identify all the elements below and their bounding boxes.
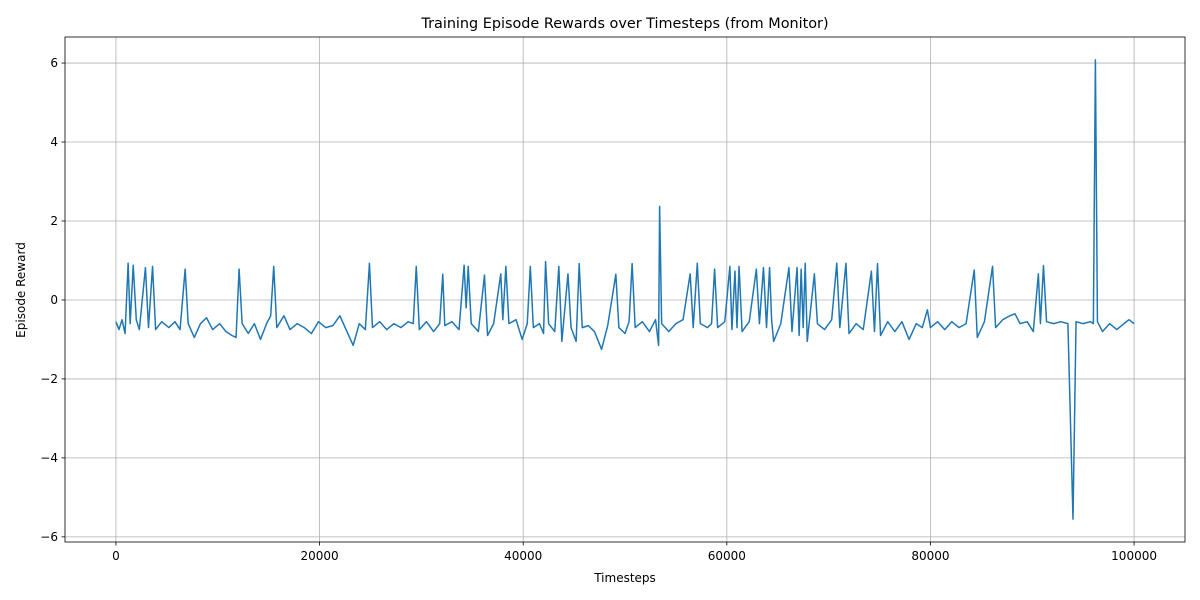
y-tick-label: 2 <box>50 214 58 228</box>
x-axis-label: Timesteps <box>593 571 656 585</box>
x-tick-label: 40000 <box>504 549 542 563</box>
y-tick-label: 4 <box>50 135 58 149</box>
plot-frame <box>64 36 1186 543</box>
x-tick-label: 20000 <box>300 549 338 563</box>
x-tick-label: 100000 <box>1111 549 1157 563</box>
y-tick-label: −4 <box>40 451 58 465</box>
y-tick-label: 6 <box>50 56 58 70</box>
x-tick-label: 0 <box>112 549 120 563</box>
y-axis-label: Episode Reward <box>14 242 28 338</box>
data-line <box>115 59 1135 520</box>
y-tick-label: −6 <box>40 530 58 544</box>
x-tick-label: 60000 <box>708 549 746 563</box>
x-tick-label: 80000 <box>911 549 949 563</box>
y-tick-label: −2 <box>40 372 58 386</box>
y-tick-label: 0 <box>50 293 58 307</box>
chart-title: Training Episode Rewards over Timesteps … <box>420 16 828 32</box>
